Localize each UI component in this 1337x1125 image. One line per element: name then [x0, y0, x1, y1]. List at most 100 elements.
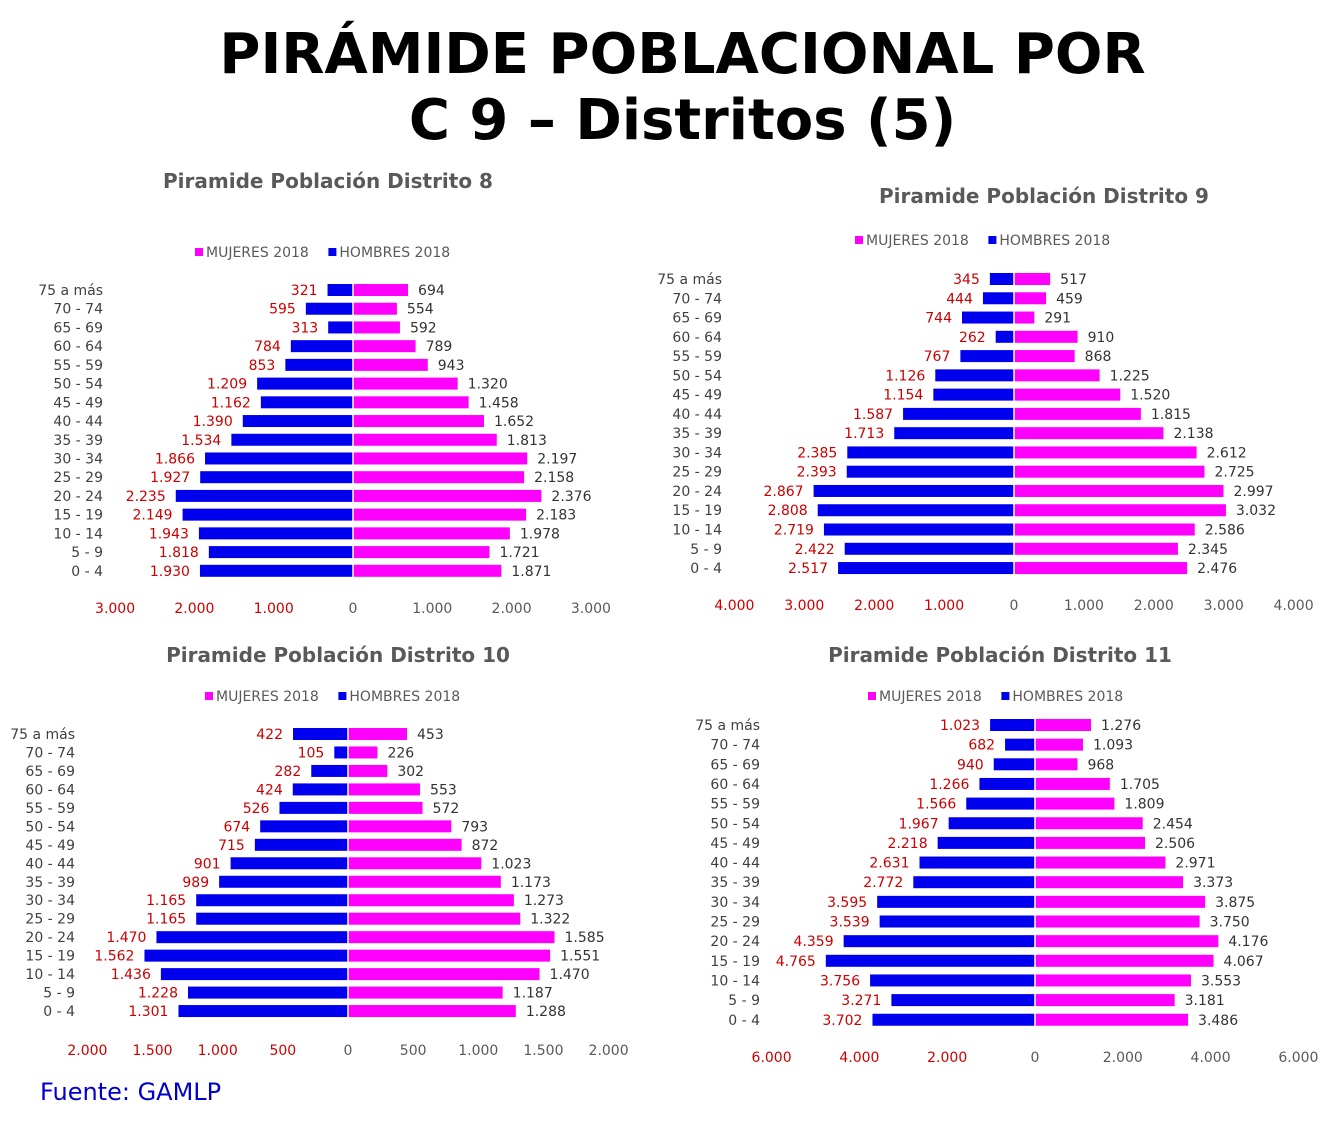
- bar-mujeres: [1014, 273, 1051, 285]
- bar-mujeres: [353, 508, 527, 521]
- x-tick-label: 4.000: [714, 598, 754, 614]
- data-label-mujeres: 1.225: [1110, 368, 1150, 384]
- chart-title: Piramide Población Distrito 9: [879, 184, 1209, 208]
- bar-mujeres: [1014, 562, 1188, 575]
- bar-hombres: [305, 302, 353, 315]
- legend-label: MUJERES 2018: [216, 689, 319, 705]
- data-label-hombres: 2.422: [795, 542, 835, 558]
- x-tick-label: 2.000: [492, 601, 532, 617]
- data-label-mujeres: 1.813: [507, 433, 547, 449]
- bar-mujeres: [1035, 1013, 1189, 1026]
- category-label: 5 - 9: [690, 542, 722, 558]
- x-tick-label: 0: [349, 601, 358, 617]
- data-label-hombres: 1.023: [940, 718, 980, 734]
- data-label-mujeres: 291: [1044, 311, 1071, 327]
- data-label-mujeres: 2.138: [1173, 426, 1213, 442]
- bar-hombres: [260, 820, 348, 833]
- data-label-hombres: 853: [249, 358, 276, 374]
- data-label-hombres: 345: [953, 272, 980, 288]
- chart-title: Piramide Población Distrito 8: [163, 169, 493, 193]
- data-label-mujeres: 2.183: [536, 508, 576, 524]
- category-label: 35 - 39: [25, 875, 75, 891]
- bar-mujeres: [353, 415, 485, 428]
- bar-mujeres: [353, 340, 416, 353]
- data-label-mujeres: 2.997: [1233, 484, 1273, 500]
- bar-mujeres: [353, 546, 490, 559]
- bar-mujeres: [353, 302, 397, 315]
- category-label: 30 - 34: [53, 451, 103, 467]
- category-label: 25 - 29: [672, 465, 722, 481]
- data-label-hombres: 2.149: [132, 508, 172, 524]
- x-tick-label: 6.000: [752, 1050, 792, 1066]
- category-label: 35 - 39: [672, 426, 722, 442]
- data-label-mujeres: 943: [438, 358, 465, 374]
- category-label: 60 - 64: [53, 339, 103, 355]
- bar-mujeres: [348, 746, 378, 759]
- bar-mujeres: [353, 489, 542, 502]
- data-label-hombres: 1.566: [916, 797, 956, 813]
- main-title: PIRÁMIDE POBLACIONAL POR C 9 – Distritos…: [0, 22, 1337, 154]
- data-label-mujeres: 872: [472, 838, 499, 854]
- data-label-hombres: 1.587: [853, 407, 893, 423]
- bar-hombres: [891, 994, 1035, 1007]
- pyramid-chart-distrito-11: Piramide Población Distrito 11 MUJERES 20…: [660, 635, 1337, 1075]
- x-tick-label: 1.000: [412, 601, 452, 617]
- category-label: 30 - 34: [672, 445, 722, 461]
- bar-mujeres: [348, 838, 462, 851]
- x-tick-label: 4.000: [839, 1050, 879, 1066]
- category-label: 35 - 39: [53, 433, 103, 449]
- bar-mujeres: [1014, 330, 1078, 343]
- category-label: 30 - 34: [710, 895, 760, 911]
- data-label-mujeres: 1.978: [520, 526, 560, 542]
- bar-mujeres: [1035, 797, 1115, 810]
- x-tick-label: 2.000: [67, 1043, 107, 1059]
- category-label: 55 - 59: [710, 797, 760, 813]
- data-label-mujeres: 2.376: [551, 489, 591, 505]
- data-label-hombres: 1.713: [844, 426, 884, 442]
- data-label-hombres: 767: [924, 349, 951, 365]
- bar-mujeres: [1014, 369, 1100, 382]
- legend-swatch: [855, 236, 863, 244]
- legend-swatch: [205, 692, 213, 700]
- data-label-mujeres: 553: [430, 782, 457, 798]
- data-label-hombres: 1.390: [193, 414, 233, 430]
- category-label: 55 - 59: [53, 358, 103, 374]
- legend-label: HOMBRES 2018: [999, 233, 1110, 249]
- pyramid-chart-distrito-10: Piramide Población Distrito 10 MUJERES 20…: [0, 635, 660, 1075]
- bar-hombres: [843, 935, 1035, 948]
- bar-hombres: [208, 546, 353, 559]
- bar-hombres: [311, 764, 348, 777]
- chart-svg: Piramide Población Distrito 10 MUJERES 20…: [10, 643, 628, 1059]
- bar-mujeres: [1014, 446, 1197, 459]
- data-label-mujeres: 554: [407, 302, 434, 318]
- bar-hombres: [200, 471, 353, 484]
- data-label-mujeres: 1.458: [479, 395, 519, 411]
- bar-hombres: [334, 746, 348, 759]
- bar-mujeres: [1035, 935, 1219, 948]
- bar-hombres: [961, 311, 1014, 324]
- data-label-hombres: 2.631: [869, 856, 909, 872]
- bar-hombres: [178, 1005, 348, 1018]
- category-label: 45 - 49: [25, 838, 75, 854]
- category-label: 25 - 29: [710, 915, 760, 931]
- data-label-mujeres: 1.470: [550, 967, 590, 983]
- data-label-mujeres: 453: [417, 727, 444, 743]
- bar-hombres: [982, 292, 1014, 305]
- x-tick-label: 6.000: [1278, 1050, 1318, 1066]
- x-tick-label: 500: [400, 1043, 427, 1059]
- main-title-line1: PIRÁMIDE POBLACIONAL POR: [219, 22, 1146, 87]
- legend-label: HOMBRES 2018: [1012, 689, 1123, 705]
- data-label-hombres: 105: [298, 745, 325, 761]
- bar-mujeres: [1035, 994, 1175, 1007]
- category-label: 45 - 49: [672, 388, 722, 404]
- data-label-mujeres: 3.032: [1236, 503, 1276, 519]
- category-label: 40 - 44: [25, 856, 75, 872]
- bar-hombres: [960, 350, 1014, 363]
- data-label-hombres: 1.165: [146, 912, 186, 928]
- bar-hombres: [160, 968, 348, 981]
- category-label: 10 - 14: [53, 526, 103, 542]
- data-label-hombres: 744: [925, 311, 952, 327]
- bar-mujeres: [353, 452, 528, 465]
- category-label: 55 - 59: [25, 801, 75, 817]
- bar-mujeres: [1014, 311, 1035, 324]
